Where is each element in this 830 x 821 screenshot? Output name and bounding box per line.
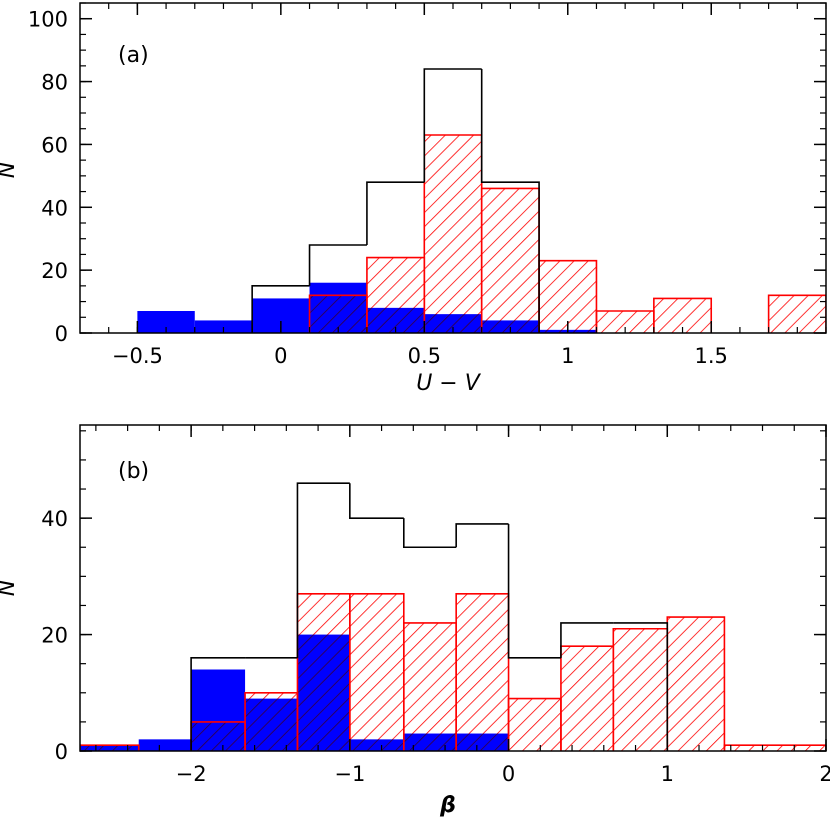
panel-b-red-bar-5 [403, 622, 457, 751]
panel-b-ytick-label-2: 40 [41, 507, 68, 531]
panel-b-black-outline-0 [190, 657, 246, 751]
panel-b-ytick-label-1: 20 [41, 624, 68, 648]
panel-a-red-outline-7 [767, 294, 826, 333]
panel-a-ticks: −0.5 0 0.5 1 1.5 0 20 40 60 80 100 [28, 2, 827, 368]
panel-a-black-outline-2 [366, 181, 425, 245]
panel-b-overlap-hatch-2 [245, 698, 298, 751]
panel-a-xtick-label-2: 0.5 [408, 344, 441, 368]
panel-b-ylabel: N [0, 580, 20, 596]
panel-b-red-outline-6 [455, 593, 510, 751]
panel-a-black-outline-4 [480, 69, 540, 333]
panel-a-black-outline-1 [308, 244, 367, 286]
panel-b-red-bar-7 [508, 698, 561, 751]
panel-b-blue-bar-1 [138, 739, 192, 751]
panel-b-overlap-hatch-4 [349, 739, 404, 751]
panel-a-red-bar-5 [596, 311, 654, 333]
panel-b-overlap-hatch-0 [80, 745, 139, 751]
panel-b-bars [80, 482, 826, 751]
panel-a-xtick-label-3: 1 [561, 344, 574, 368]
panel-a-red-bar-4 [539, 260, 597, 333]
panel-a-overlap-hatch-0 [309, 295, 367, 333]
panel-a-xtick-label-0: −0.5 [112, 344, 163, 368]
panel-b-overlap-hatch-6 [456, 733, 509, 751]
panel-a-ytick-label-2: 40 [41, 196, 68, 220]
panel-b-red-bar-4 [349, 593, 404, 751]
panel-b-black-outline-5 [455, 523, 509, 548]
panel-b-black-outline-2 [296, 482, 350, 658]
panel-a-overlap-hatch-3 [481, 320, 540, 333]
panel-b-xtick-label-3: 1 [661, 762, 674, 786]
panel-a-ytick-label-1: 20 [41, 259, 68, 283]
panel-b-red-outline-11 [723, 744, 826, 751]
panel-a-blue-bar-0 [137, 311, 195, 333]
panel-b-black-outline-7 [560, 622, 614, 658]
panel-b-red-bar-9 [613, 628, 668, 751]
panel-b-black-outline-4 [402, 518, 457, 549]
panel-a-red-bar-7 [768, 295, 826, 333]
panel-b-overlap-hatch-5 [403, 733, 457, 751]
panel-a-ytick-label-0: 0 [55, 322, 68, 346]
panel-a-red-outline-6 [653, 297, 713, 333]
panel-a-bars [137, 68, 826, 333]
panel-b-xtick-label-2: 0 [502, 762, 515, 786]
panel-a-red-bar-2 [424, 135, 482, 333]
panel-b-overlap-hatch-1 [191, 721, 246, 751]
panel-b-label: (b) [118, 459, 149, 484]
panel-a: −0.5 0 0.5 1 1.5 0 20 40 60 80 100 (a) U − V N [0, 2, 827, 396]
panel-b-ytick-label-0: 0 [55, 740, 68, 764]
panel-b-black-outline-3 [349, 483, 404, 519]
panel-a-black-outline-0 [251, 285, 310, 333]
panel-b-frame [79, 424, 827, 752]
panel-b-red-bar-10 [667, 617, 725, 751]
panel-b-xtick-label-4: 2 [819, 762, 830, 786]
panel-a-ytick-label-5: 100 [28, 8, 68, 32]
panel-a-label: (a) [118, 43, 149, 68]
panel-b-black-outline-8 [613, 622, 669, 751]
panel-a-black-outline-3 [423, 68, 482, 183]
panel-a-xtick-label-1: 0 [274, 344, 287, 368]
panel-b-red-outline-0 [80, 744, 140, 751]
panel-b-red-bar-11 [724, 745, 826, 751]
panel-b-xtick-label-0: −2 [176, 762, 207, 786]
panel-a-xlabel: U − V [416, 371, 482, 396]
panel-a-ytick-label-4: 80 [41, 71, 68, 95]
panel-a-overlap-hatch-2 [424, 314, 482, 333]
panel-b-overlap-hatch-3 [297, 634, 350, 751]
panel-b-red-bar-6 [456, 593, 509, 751]
panel-a-ylabel: N [0, 162, 20, 178]
panel-a-blue-bar-1 [194, 320, 253, 333]
panel-a-ytick-label-3: 60 [41, 133, 68, 157]
panel-a-xtick-label-4: 1.5 [695, 344, 728, 368]
panel-b-xtick-label-1: −1 [334, 762, 365, 786]
panel-b-black-outline-6 [507, 523, 561, 659]
panel-b-xlabel: β [439, 793, 456, 818]
panel-a-red-bar-3 [481, 188, 540, 333]
panel-b-red-bar-8 [560, 646, 614, 751]
